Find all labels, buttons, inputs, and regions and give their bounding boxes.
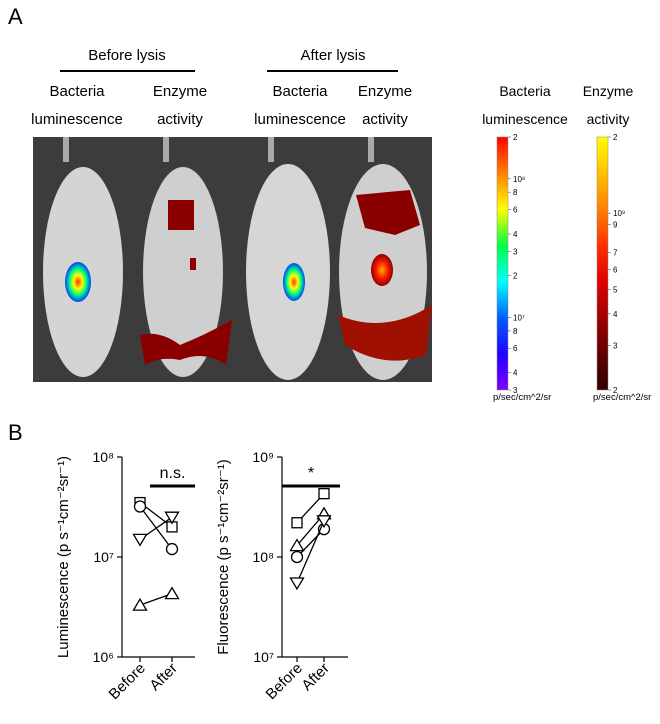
marker	[291, 517, 303, 529]
colorbar-tick-label: 3	[613, 341, 618, 350]
panel-label: B	[8, 420, 23, 445]
column-label: activity	[362, 111, 408, 128]
marker	[164, 511, 180, 525]
group-label: Before lysis	[88, 47, 166, 64]
group-label: After lysis	[300, 47, 365, 64]
marker	[133, 500, 147, 513]
mouse	[43, 137, 123, 377]
colorbar-tick-label: 2	[513, 272, 518, 281]
column-label: activity	[157, 111, 203, 128]
x-tick-label: After	[298, 660, 332, 694]
connecting-line	[296, 528, 325, 558]
significance-label: n.s.	[160, 465, 186, 482]
colorbar-tick-label: 8	[513, 188, 518, 197]
column-label: luminescence	[254, 111, 346, 128]
y-axis-label: Fluorescence (p s⁻¹cm⁻²sr⁻¹)	[215, 459, 232, 654]
marker	[289, 577, 305, 591]
colorbar	[596, 136, 609, 391]
colorbar-tick-label: 8	[513, 327, 518, 336]
mouse	[246, 137, 330, 380]
colorbar-tick-label: 10⁸	[513, 175, 525, 184]
colorbar-tick-label: 10⁹	[613, 209, 625, 218]
colorbar-tick-label: 2	[513, 133, 518, 142]
marker	[316, 515, 332, 529]
colorbar-title: Enzyme	[583, 83, 634, 99]
colorbar-tick-label: 4	[613, 310, 618, 319]
y-tick-label: 10⁶	[93, 649, 114, 665]
mouse-images	[33, 137, 432, 382]
colorbar-unit: p/sec/cm^2/sr	[493, 392, 551, 403]
colorbar-tick-label: 3	[513, 386, 518, 395]
column-label: Enzyme	[358, 83, 412, 100]
colorbar-tick-label: 6	[613, 265, 618, 274]
marker	[289, 538, 305, 552]
colorbar-tick-label: 6	[513, 206, 518, 215]
x-tick-label: Before	[106, 660, 149, 703]
marker	[132, 597, 148, 611]
colorbar-tick-label: 3	[513, 247, 518, 256]
marker	[132, 533, 148, 547]
colorbar	[496, 136, 509, 391]
y-tick-label: 10⁹	[252, 449, 274, 465]
marker	[318, 488, 330, 500]
colorbar-tick-label: 10⁷	[513, 313, 525, 322]
column-label: Enzyme	[153, 83, 207, 100]
y-axis-label: Luminescence (p s⁻¹cm⁻²sr⁻¹)	[55, 456, 72, 658]
significance-label: *	[308, 465, 314, 482]
colorbar-tick-label: 7	[613, 248, 618, 257]
colorbar-tick-label: 9	[613, 221, 618, 230]
marker	[165, 542, 179, 556]
colorbar-title: luminescence	[482, 111, 568, 127]
colorbar-tick-label: 2	[613, 386, 618, 395]
marker	[164, 586, 180, 600]
colorbar-tick-label: 2	[613, 133, 618, 142]
column-label: Bacteria	[49, 83, 105, 100]
y-tick-label: 10⁷	[253, 649, 274, 665]
colorbar-unit: p/sec/cm^2/sr	[593, 392, 651, 403]
colorbar-title: activity	[587, 111, 630, 127]
column-label: luminescence	[31, 111, 123, 128]
panel-label: A	[8, 4, 23, 29]
y-tick-label: 10⁸	[93, 449, 115, 465]
connecting-line	[296, 520, 325, 584]
marker	[290, 550, 304, 564]
x-tick-label: After	[146, 660, 180, 694]
colorbar-tick-label: 4	[513, 369, 518, 378]
y-tick-label: 10⁷	[93, 549, 114, 565]
mouse	[338, 137, 432, 380]
colorbar-tick-label: 6	[513, 344, 518, 353]
column-label: Bacteria	[272, 83, 328, 100]
colorbar-tick-label: 4	[513, 230, 518, 239]
colorbar-title: Bacteria	[499, 83, 551, 99]
mouse	[140, 137, 232, 377]
y-tick-label: 10⁸	[253, 549, 275, 565]
colorbar-tick-label: 5	[613, 285, 618, 294]
